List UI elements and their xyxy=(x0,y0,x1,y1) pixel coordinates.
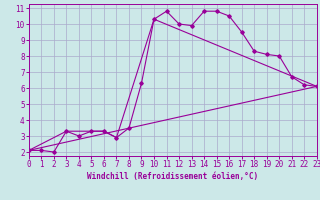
X-axis label: Windchill (Refroidissement éolien,°C): Windchill (Refroidissement éolien,°C) xyxy=(87,172,258,181)
